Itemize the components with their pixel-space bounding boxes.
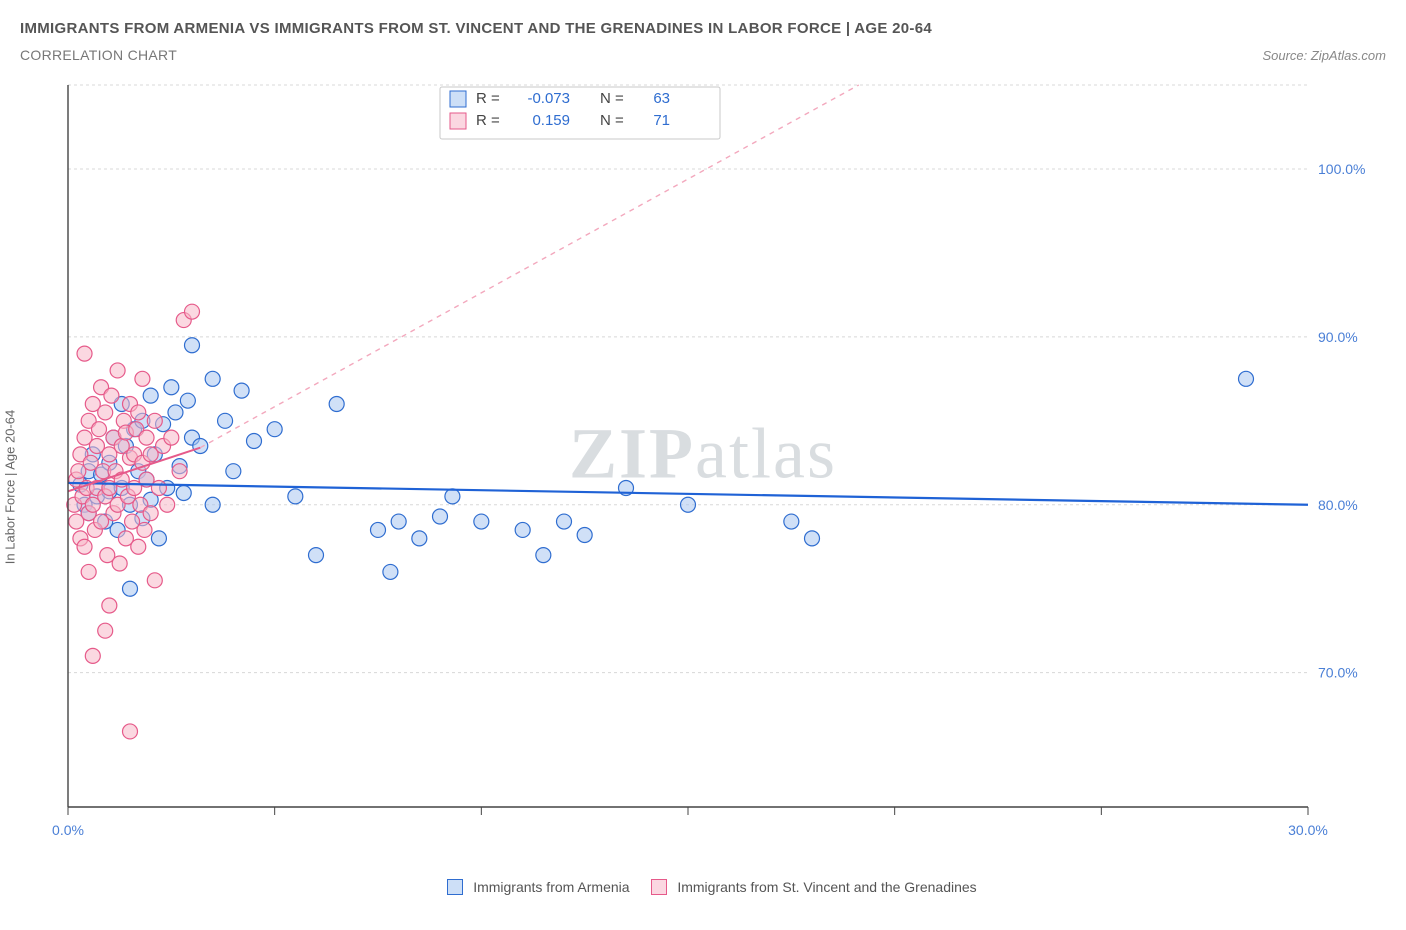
y-tick-label: 70.0% [1318, 665, 1358, 681]
data-point [226, 464, 241, 479]
stats-r-label: R = [476, 112, 500, 129]
data-point [247, 433, 262, 448]
legend-label-blue: Immigrants from Armenia [473, 879, 629, 895]
data-point [180, 393, 195, 408]
data-point [151, 531, 166, 546]
data-point [77, 539, 92, 554]
scatter-plot: 70.0% 80.0% 90.0% 100.0% 0.0% 30.0% R = -0.073 N… [48, 77, 1386, 857]
data-point [205, 497, 220, 512]
data-point [135, 371, 150, 386]
data-point [412, 531, 427, 546]
data-point [81, 564, 96, 579]
x-tick-label: 0.0% [52, 822, 84, 838]
data-point [151, 480, 166, 495]
data-point [77, 346, 92, 361]
data-point [147, 413, 162, 428]
x-tick-label: 30.0% [1288, 822, 1328, 838]
title-row: IMMIGRANTS FROM ARMENIA VS IMMIGRANTS FR… [20, 20, 1386, 37]
stats-n-label: N = [600, 90, 624, 107]
data-point [168, 405, 183, 420]
stats-r-label: R = [476, 90, 500, 107]
data-point [433, 509, 448, 524]
data-point [131, 539, 146, 554]
data-point [536, 548, 551, 563]
stats-swatch [450, 91, 466, 107]
data-point [112, 556, 127, 571]
data-point [371, 522, 386, 537]
data-point [205, 371, 220, 386]
data-point [102, 598, 117, 613]
data-point [515, 522, 530, 537]
data-point [110, 363, 125, 378]
data-point [383, 564, 398, 579]
data-point [1239, 371, 1254, 386]
data-point [267, 422, 282, 437]
data-point [176, 486, 191, 501]
chart-container: In Labor Force | Age 20-64 ZIPatlas 70.0… [20, 77, 1386, 897]
data-point [147, 573, 162, 588]
data-point [172, 464, 187, 479]
bottom-legend: Immigrants from Armenia Immigrants from … [20, 879, 1386, 895]
data-point [577, 527, 592, 542]
data-point [681, 497, 696, 512]
data-point [85, 648, 100, 663]
stats-n-label: N = [600, 112, 624, 129]
data-point [143, 388, 158, 403]
data-point [164, 380, 179, 395]
data-point [185, 338, 200, 353]
data-point [557, 514, 572, 529]
data-point [98, 623, 113, 638]
data-point [123, 724, 138, 739]
data-point [234, 383, 249, 398]
data-point [805, 531, 820, 546]
subtitle-row: CORRELATION CHART Source: ZipAtlas.com [20, 47, 1386, 63]
y-axis-label: In Labor Force | Age 20-64 [3, 410, 18, 564]
data-point [218, 413, 233, 428]
legend-label-pink: Immigrants from St. Vincent and the Gren… [677, 879, 976, 895]
stats-n-value: 71 [653, 112, 670, 129]
y-tick-label: 80.0% [1318, 497, 1358, 513]
data-point [784, 514, 799, 529]
data-point [143, 506, 158, 521]
legend-swatch-pink [651, 879, 667, 895]
data-point [139, 430, 154, 445]
data-point [329, 397, 344, 412]
y-tick-label: 90.0% [1318, 329, 1358, 345]
data-point [474, 514, 489, 529]
y-tick-label: 100.0% [1318, 161, 1365, 177]
data-point [137, 522, 152, 537]
data-point [391, 514, 406, 529]
data-point [185, 304, 200, 319]
data-point [164, 430, 179, 445]
stats-r-value: 0.159 [532, 112, 570, 129]
data-point [98, 405, 113, 420]
source-attribution: Source: ZipAtlas.com [1262, 48, 1386, 63]
data-point [92, 422, 107, 437]
chart-subtitle: CORRELATION CHART [20, 47, 177, 63]
data-point [104, 388, 119, 403]
data-point [309, 548, 324, 563]
data-point [445, 489, 460, 504]
chart-title: IMMIGRANTS FROM ARMENIA VS IMMIGRANTS FR… [20, 20, 932, 37]
data-point [123, 581, 138, 596]
data-point [131, 405, 146, 420]
data-point [160, 497, 175, 512]
data-point [193, 439, 208, 454]
stats-swatch [450, 113, 466, 129]
legend-swatch-blue [447, 879, 463, 895]
stats-n-value: 63 [653, 90, 670, 107]
data-point [288, 489, 303, 504]
stats-r-value: -0.073 [527, 90, 570, 107]
